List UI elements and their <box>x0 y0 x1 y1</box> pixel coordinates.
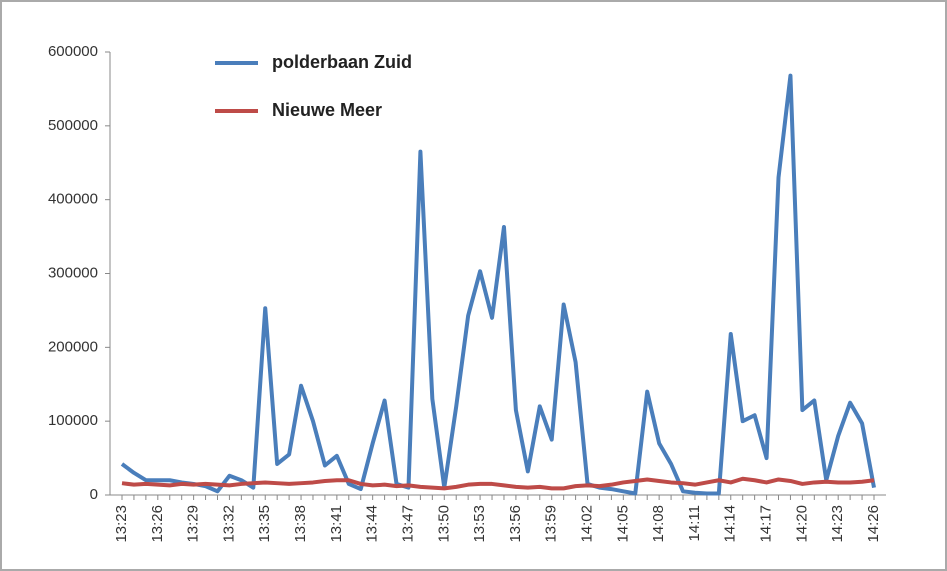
x-tick-label: 14:17 <box>758 505 775 543</box>
x-tick-label: 13:23 <box>113 505 130 543</box>
x-tick-label: 14:20 <box>793 505 810 543</box>
x-tick-label: 14:11 <box>686 505 703 541</box>
x-tick-label: 13:35 <box>256 505 273 543</box>
x-tick-label: 14:08 <box>650 505 667 543</box>
x-tick-label: 13:29 <box>185 505 202 543</box>
x-tick-label: 13:44 <box>364 505 381 543</box>
x-tick-label: 13:53 <box>471 505 488 543</box>
x-tick-label: 14:05 <box>614 505 631 543</box>
y-tick-label: 200000 <box>48 338 98 355</box>
series-line <box>121 476 875 491</box>
x-tick-label: 14:02 <box>578 505 595 543</box>
x-tick-label: 14:23 <box>829 505 846 543</box>
x-tick-label: 13:38 <box>292 505 309 543</box>
x-tick-label: 13:59 <box>543 505 560 543</box>
y-tick-label: 500000 <box>48 117 98 134</box>
y-tick-label: 0 <box>90 486 98 503</box>
x-tick-label: 13:50 <box>435 505 452 543</box>
x-tick-label: 13:56 <box>507 505 524 543</box>
legend-label: polderbaan Zuid <box>272 52 412 72</box>
x-tick-label: 14:26 <box>865 505 882 543</box>
y-tick-label: 400000 <box>48 191 98 208</box>
x-tick-label: 13:32 <box>220 505 237 543</box>
legend-label: Nieuwe Meer <box>272 100 382 120</box>
x-tick-label: 14:14 <box>722 505 739 543</box>
x-tick-label: 13:47 <box>399 505 416 543</box>
y-tick-label: 100000 <box>48 412 98 429</box>
y-tick-label: 600000 <box>48 43 98 60</box>
y-tick-label: 300000 <box>48 264 98 281</box>
x-tick-label: 13:41 <box>328 505 345 543</box>
x-tick-label: 13:26 <box>149 505 166 543</box>
